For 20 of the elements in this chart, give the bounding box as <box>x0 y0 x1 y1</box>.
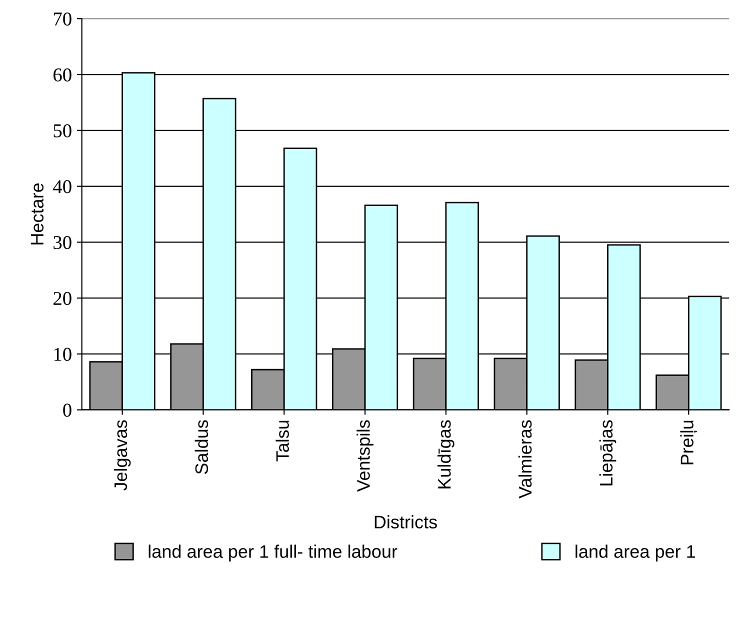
x-tick-label: Preiļu <box>680 420 698 464</box>
legend-label: land area per 1 full- time labour <box>148 544 398 562</box>
y-tick-label: 0 <box>63 404 72 417</box>
y-tick-label: 70 <box>54 12 72 26</box>
y-axis-title: Hectare <box>30 183 44 244</box>
y-tick-label: 10 <box>54 348 72 361</box>
x-tick-label: Kuldīgas <box>438 420 454 488</box>
y-tick-label: 20 <box>54 292 72 306</box>
y-tick-label: 40 <box>53 180 72 194</box>
x-tick-label: Ventspils <box>356 420 374 492</box>
x-tick-label: Valmieras <box>518 420 532 498</box>
x-axis-title: Districts <box>374 515 437 528</box>
y-tick-label: 60 <box>54 68 72 82</box>
y-tick-label: 30 <box>54 236 72 250</box>
x-tick-label: Liepājas <box>599 420 616 486</box>
legend-label: land area per 1 <box>576 544 695 562</box>
x-tick-label: Saldus <box>194 420 208 474</box>
x-tick-label: Talsu <box>276 420 289 462</box>
x-tick-label: Jelgavas <box>114 420 131 491</box>
y-tick-label: 50 <box>54 124 72 138</box>
